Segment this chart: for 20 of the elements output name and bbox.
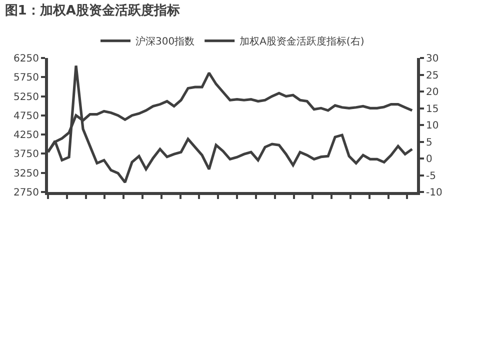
y-tick-label: 4250 <box>14 130 39 142</box>
legend-label: 加权A股资金活跃度指标(右) <box>240 36 364 48</box>
y-tick-label: 4750 <box>14 110 39 122</box>
y2-tick-label: 30 <box>426 54 439 64</box>
y-tick-label: 6250 <box>14 54 39 64</box>
legend-label: 沪深300指数 <box>136 36 195 48</box>
y2-tick-label: 10 <box>426 120 439 132</box>
y-tick-label: 5250 <box>14 92 39 103</box>
y2-tick-label: 5 <box>426 137 432 148</box>
y2-tick-label: -10 <box>426 188 442 198</box>
y2-tick-label: 0 <box>426 154 432 165</box>
y2-tick-label: 20 <box>426 87 439 98</box>
y2-tick-label: -5 <box>426 170 436 182</box>
y-tick-label: 2750 <box>14 188 39 198</box>
chart-title: 图1：加权A股资金活跃度指标 <box>4 2 180 18</box>
y-tick-label: 3750 <box>14 149 39 160</box>
y-tick-label: 3250 <box>14 168 39 180</box>
y2-tick-label: 25 <box>426 70 439 82</box>
y-tick-label: 5750 <box>14 72 39 84</box>
y2-tick-label: 15 <box>426 104 439 115</box>
